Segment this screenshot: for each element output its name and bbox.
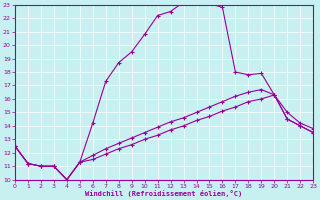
X-axis label: Windchill (Refroidissement éolien,°C): Windchill (Refroidissement éolien,°C)	[85, 190, 243, 197]
